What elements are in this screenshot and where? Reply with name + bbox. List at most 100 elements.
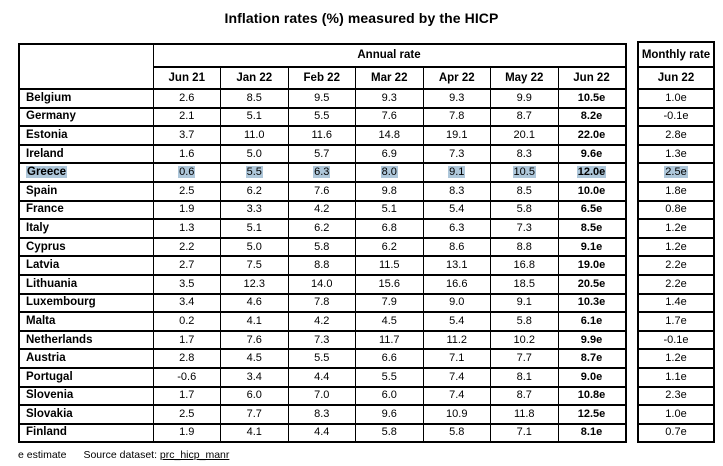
table-row: Slovakia 2.5 7.7 8.3 9.6 10.9 11.8 12.5e bbox=[18, 404, 627, 425]
monthly-value-cell: 1.4e bbox=[637, 292, 715, 314]
value-cell: 8.3 bbox=[490, 143, 559, 165]
value-cell: 7.7 bbox=[490, 348, 559, 369]
value-cell: 8.7 bbox=[490, 385, 559, 407]
value-cell: 8.1 bbox=[490, 366, 559, 388]
value-cell: 7.8 bbox=[422, 106, 491, 128]
monthly-value-cell: -0.1e bbox=[637, 329, 715, 351]
monthly-table-body: 1.0e -0.1e 2.8e 1.3e 2.5e 1.8e 0.8e 1.2e 1.2e 2.2… bbox=[637, 88, 715, 444]
table-row: Malta 0.2 4.1 4.2 4.5 5.4 5.8 6.1e bbox=[18, 311, 627, 332]
corner-cell bbox=[18, 43, 154, 90]
table-row: Ireland 1.6 5.0 5.7 6.9 7.3 8.3 9.6e bbox=[18, 143, 627, 165]
source-dataset-link[interactable]: prc_hicp_manr bbox=[159, 449, 230, 461]
value-cell: 5.1 bbox=[355, 199, 424, 221]
value-cell: 10.2 bbox=[490, 329, 559, 351]
month-header-cell: Apr 22 bbox=[422, 66, 491, 90]
value-cell: 6.0 bbox=[355, 385, 424, 407]
value-cell: 10.3e bbox=[557, 292, 627, 314]
value-cell: 7.6 bbox=[355, 106, 424, 128]
value-cell: 2.7 bbox=[152, 255, 221, 276]
source-dataset-label: Source dataset: bbox=[83, 449, 157, 461]
value-cell: 6.2 bbox=[287, 218, 356, 239]
value-cell: 6.2 bbox=[355, 236, 424, 258]
value-cell: 9.1e bbox=[557, 236, 627, 258]
value-cell: 8.7e bbox=[557, 348, 627, 369]
value-cell: 6.2 bbox=[220, 180, 289, 202]
table-row: Cyprus 2.2 5.0 5.8 6.2 8.6 8.8 9.1e bbox=[18, 236, 627, 258]
monthly-group-header-row: Monthly rate bbox=[637, 41, 715, 68]
value-cell: 9.3 bbox=[422, 88, 491, 109]
table-row: Estonia 3.7 11.0 11.6 14.8 19.1 20.1 22.0e bbox=[18, 125, 627, 146]
value-cell: 5.5 bbox=[220, 162, 289, 183]
value-cell: 9.6e bbox=[557, 143, 627, 165]
value-cell: 7.4 bbox=[422, 366, 491, 388]
table-row: 2.8e bbox=[637, 125, 715, 146]
value-cell: -0.6 bbox=[152, 366, 221, 388]
table-row: 0.8e bbox=[637, 199, 715, 221]
value-cell: 2.6 bbox=[152, 88, 221, 109]
value-cell: 9.3 bbox=[355, 88, 424, 109]
value-cell: 3.5 bbox=[152, 273, 221, 295]
value-cell: 9.5 bbox=[287, 88, 356, 109]
value-cell: 9.0e bbox=[557, 366, 627, 388]
value-cell: 22.0e bbox=[557, 125, 627, 146]
table-row: Belgium 2.6 8.5 9.5 9.3 9.3 9.9 10.5e bbox=[18, 88, 627, 109]
value-cell: 7.6 bbox=[287, 180, 356, 202]
footer: e estimate Source dataset: prc_hicp_manr bbox=[18, 449, 229, 461]
monthly-value-cell: 2.2e bbox=[637, 255, 715, 276]
table-row: Germany 2.1 5.1 5.5 7.6 7.8 8.7 8.2e bbox=[18, 106, 627, 128]
country-cell: Slovenia bbox=[18, 385, 154, 407]
value-cell: 8.8 bbox=[490, 236, 559, 258]
value-cell: 5.8 bbox=[490, 311, 559, 332]
annual-table-body: Belgium 2.6 8.5 9.5 9.3 9.3 9.9 10.5e Germany 2.1… bbox=[18, 88, 627, 444]
table-row: 1.7e bbox=[637, 311, 715, 332]
value-cell: 11.2 bbox=[422, 329, 491, 351]
value-cell: 7.0 bbox=[287, 385, 356, 407]
value-cell: 2.5 bbox=[152, 180, 221, 202]
table-row: 0.7e bbox=[637, 422, 715, 444]
country-cell: Belgium bbox=[18, 88, 154, 109]
month-header-row: Jun 21 Jan 22 Feb 22 Mar 22 Apr 22 May 22 Jun … bbox=[19, 66, 627, 90]
value-cell: 12.0e bbox=[557, 162, 627, 183]
value-cell: 2.2 bbox=[152, 236, 221, 258]
table-row: Portugal -0.6 3.4 4.4 5.5 7.4 8.1 9.0e bbox=[18, 366, 627, 388]
table-row: Greece 0.6 5.5 6.3 8.0 9.1 10.5 12.0e bbox=[18, 162, 627, 183]
table-row: -0.1e bbox=[637, 106, 715, 128]
country-cell: France bbox=[18, 199, 154, 221]
value-cell: 5.4 bbox=[422, 199, 491, 221]
country-cell: Lithuania bbox=[18, 273, 154, 295]
table-row: Netherlands 1.7 7.6 7.3 11.7 11.2 10.2 9.9e bbox=[18, 329, 627, 351]
value-cell: 6.5e bbox=[557, 199, 627, 221]
value-cell: 10.5 bbox=[490, 162, 559, 183]
value-cell: 5.1 bbox=[220, 106, 289, 128]
month-header-cell: Jun 22 bbox=[557, 66, 627, 90]
monthly-value-cell: 2.2e bbox=[637, 273, 715, 295]
value-cell: 8.5 bbox=[220, 88, 289, 109]
monthly-value-cell: 1.1e bbox=[637, 366, 715, 388]
value-cell: 5.8 bbox=[422, 422, 491, 444]
value-cell: 19.1 bbox=[422, 125, 491, 146]
value-cell: 9.6 bbox=[355, 404, 424, 425]
value-cell: 8.6 bbox=[422, 236, 491, 258]
month-header-cell: Jan 22 bbox=[220, 66, 289, 90]
value-cell: 5.8 bbox=[287, 236, 356, 258]
value-cell: 5.0 bbox=[220, 143, 289, 165]
value-cell: 9.8 bbox=[355, 180, 424, 202]
value-cell: 6.8 bbox=[355, 218, 424, 239]
monthly-value-cell: 1.2e bbox=[637, 236, 715, 258]
group-header-row: Annual rate bbox=[18, 43, 627, 90]
value-cell: 5.5 bbox=[287, 348, 356, 369]
table-row: 2.3e bbox=[637, 385, 715, 407]
country-cell: Ireland bbox=[18, 143, 154, 165]
value-cell: 4.1 bbox=[220, 311, 289, 332]
table-row: Lithuania 3.5 12.3 14.0 15.6 16.6 18.5 20.5e bbox=[18, 273, 627, 295]
value-cell: 6.3 bbox=[422, 218, 491, 239]
value-cell: 1.9 bbox=[152, 422, 221, 444]
value-cell: 6.0 bbox=[220, 385, 289, 407]
value-cell: 16.6 bbox=[422, 273, 491, 295]
value-cell: 8.3 bbox=[287, 404, 356, 425]
country-cell: Netherlands bbox=[18, 329, 154, 351]
table-row: Spain 2.5 6.2 7.6 9.8 8.3 8.5 10.0e bbox=[18, 180, 627, 202]
value-cell: 4.1 bbox=[220, 422, 289, 444]
value-cell: 7.3 bbox=[490, 218, 559, 239]
value-cell: 8.5e bbox=[557, 218, 627, 239]
